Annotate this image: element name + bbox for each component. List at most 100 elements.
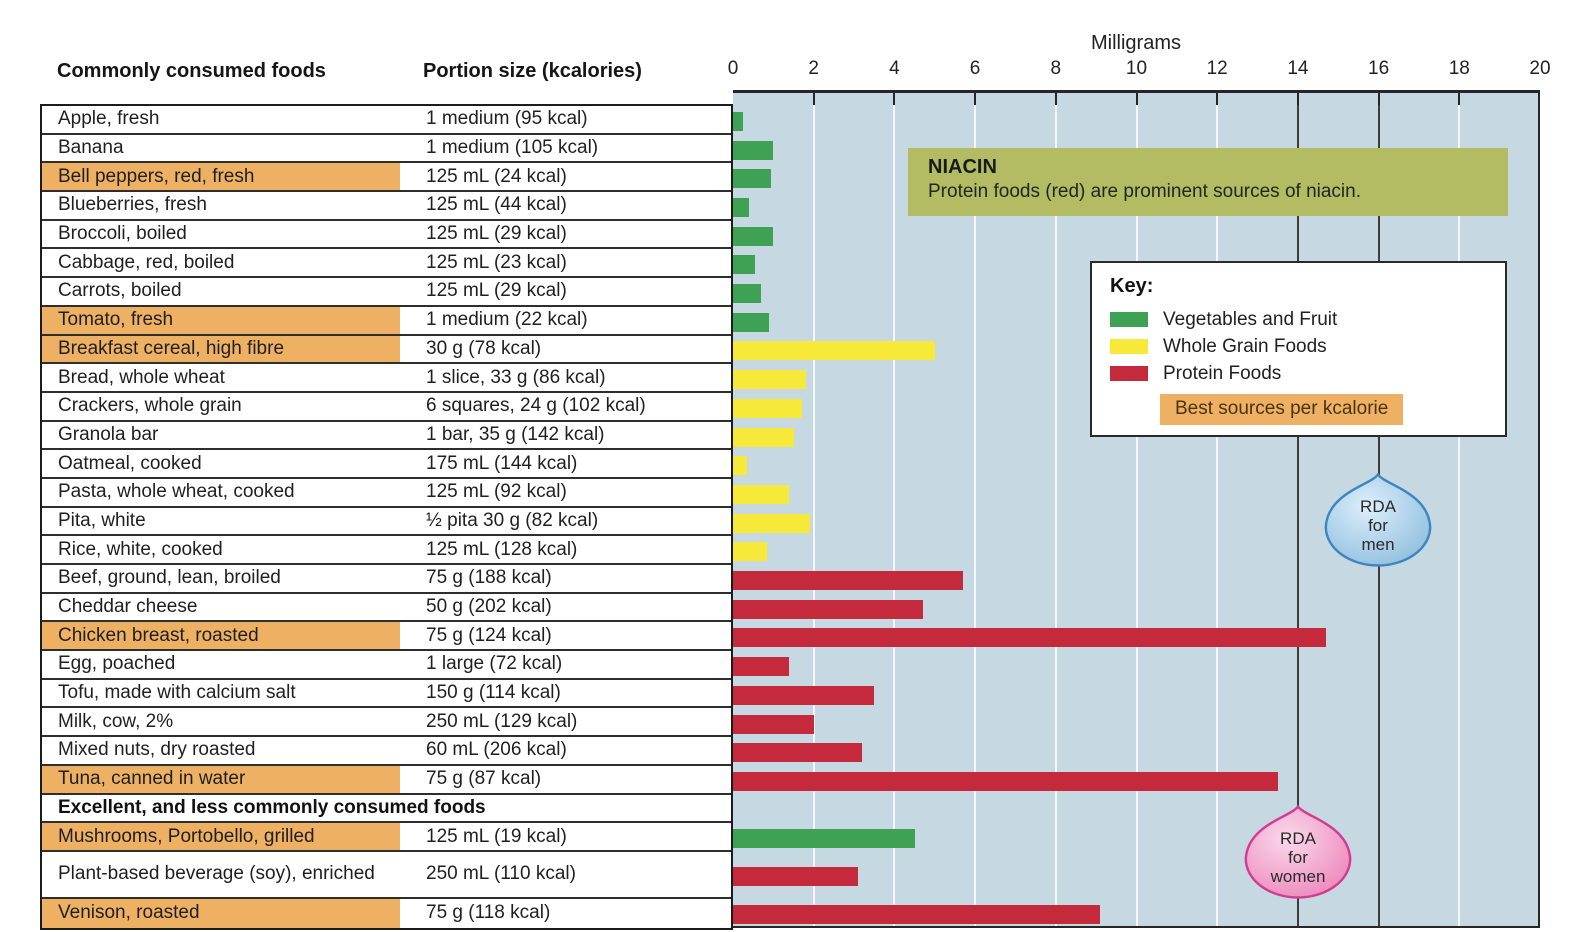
portion-size-cell: 1 medium (95 kcal)	[426, 108, 588, 130]
table-section-header-row: Excellent, and less commonly consumed fo…	[42, 794, 731, 824]
food-name-cell-highlighted: Breakfast cereal, high fibre	[42, 335, 400, 363]
axis-tick-label: 2	[808, 58, 819, 79]
portion-size-cell: 250 mL (110 kcal)	[426, 863, 576, 885]
chart-bar-grain	[733, 398, 802, 418]
callout-title: NIACIN	[928, 156, 997, 178]
portion-size-cell: 1 medium (22 kcal)	[426, 309, 588, 331]
chart-bar-protein	[733, 657, 790, 677]
droplet-shape-pink	[1244, 804, 1352, 899]
food-name-cell: Carrots, boiled	[58, 280, 182, 302]
table-row: Bell peppers, red, fresh 125 mL (24 kcal)	[42, 163, 731, 193]
axis-tick-mark	[1458, 93, 1461, 105]
niacin-callout-box: NIACIN Protein foods (red) are prominent…	[908, 148, 1508, 216]
portion-size-cell: 50 g (202 kcal)	[426, 596, 552, 618]
food-name-cell: Blueberries, fresh	[58, 194, 207, 216]
chart-bar-vegetables	[733, 111, 744, 131]
axis-tick-mark	[1216, 93, 1219, 105]
section-header-label: Excellent, and less commonly consumed fo…	[58, 796, 486, 818]
food-name-cell: Mixed nuts, dry roasted	[58, 739, 256, 761]
food-name-cell: Tofu, made with calcium salt	[58, 682, 296, 704]
callout-text: Protein foods (red) are prominent source…	[928, 181, 1361, 202]
portion-size-cell: 75 g (118 kcal)	[426, 902, 551, 924]
table-row: Pita, white ½ pita 30 g (82 kcal)	[42, 507, 731, 537]
food-name-cell: Milk, cow, 2%	[58, 710, 174, 732]
table-row: Plant-based beverage (soy), enriched 250 …	[42, 851, 731, 899]
axis-tick-label: 4	[889, 58, 900, 79]
axis-tick-mark	[812, 93, 815, 105]
table-row: Milk, cow, 2% 250 mL (129 kcal)	[42, 708, 731, 738]
chart-bar-protein	[733, 905, 1101, 925]
axis-tick-mark	[974, 93, 977, 105]
chart-bar-protein	[733, 628, 1327, 648]
bar-chart-area: NIACIN Protein foods (red) are prominent…	[733, 90, 1540, 928]
chart-bar-grain	[733, 341, 935, 361]
food-name-cell-highlighted: Chicken breast, roasted	[42, 622, 400, 650]
chart-bar-protein	[733, 599, 923, 619]
table-row: Chicken breast, roasted 75 g (124 kcal)	[42, 622, 731, 652]
table-row: Oatmeal, cooked 175 mL (144 kcal)	[42, 450, 731, 479]
chart-bar-protein	[733, 571, 963, 591]
table-row: Tofu, made with calcium salt 150 g (114 k…	[42, 679, 731, 709]
table-row: Carrots, boiled 125 mL (29 kcal)	[42, 278, 731, 307]
table-row: Apple, fresh 1 medium (95 kcal)	[42, 106, 731, 135]
gridline	[974, 93, 977, 926]
table-row: Bread, whole wheat 1 slice, 33 g (86 kcal…	[42, 364, 731, 393]
gridline	[1135, 93, 1138, 926]
table-row: Cabbage, red, boiled 125 mL (23 kcal)	[42, 249, 731, 279]
axis-tick-label: 0	[727, 58, 739, 79]
food-name-cell: Beef, ground, lean, broiled	[58, 567, 281, 589]
chart-bar-protein	[733, 867, 859, 887]
food-name-cell-highlighted: Tomato, fresh	[42, 306, 400, 334]
table-row: Mushrooms, Portobello, grilled 125 mL (19…	[42, 823, 731, 852]
portion-size-cell: 1 medium (105 kcal)	[426, 137, 599, 159]
table-row: Granola bar 1 bar, 35 g (142 kcal)	[42, 421, 731, 451]
portion-size-cell: 75 g (188 kcal)	[426, 567, 552, 589]
food-name-cell: Broccoli, boiled	[58, 223, 187, 245]
rda-for-men-marker: RDA for men	[1320, 471, 1436, 571]
axis-tick-label: 20	[1529, 58, 1551, 79]
chart-bar-vegetables	[733, 140, 774, 160]
table-row: Tuna, canned in water 75 g (87 kcal)	[42, 765, 731, 795]
gridline	[893, 93, 896, 926]
axis-tick-label: 6	[969, 58, 981, 79]
legend-label: Whole Grain Foods	[1163, 335, 1327, 357]
best-sources-badge: Best sources per kcalorie	[1160, 394, 1404, 425]
portion-size-cell: 175 mL (144 kcal)	[426, 452, 578, 474]
axis-tick-label: 18	[1448, 58, 1470, 79]
chart-bar-vegetables	[733, 284, 762, 304]
table-row: Broccoli, boiled 125 mL (29 kcal)	[42, 220, 731, 250]
gridline	[1458, 93, 1461, 926]
food-name-cell: Pasta, whole wheat, cooked	[58, 481, 295, 503]
portion-size-cell: 75 g (87 kcal)	[426, 768, 542, 790]
table-row: Crackers, whole grain 6 squares, 24 g (10…	[42, 392, 731, 422]
table-row: Cheddar cheese 50 g (202 kcal)	[42, 593, 731, 623]
chart-bar-grain	[733, 513, 810, 533]
food-table: Apple, fresh 1 medium (95 kcal) Banana 1 me…	[40, 104, 733, 930]
gridline	[1054, 93, 1057, 926]
portion-size-cell: 1 bar, 35 g (142 kcal)	[426, 423, 605, 445]
portion-size-cell: 125 mL (19 kcal)	[426, 825, 567, 847]
table-row: Beef, ground, lean, broiled 75 g (188 kca…	[42, 565, 731, 594]
portion-size-cell: 125 mL (128 kcal)	[426, 538, 578, 560]
portion-size-cell: ½ pita 30 g (82 kcal)	[426, 509, 599, 531]
portion-size-cell: 1 slice, 33 g (86 kcal)	[426, 366, 606, 388]
legend-item: Protein Foods	[1110, 360, 1505, 387]
legend-item: Whole Grain Foods	[1110, 333, 1505, 360]
rda-women-label: RDA for women	[1270, 829, 1326, 886]
portion-size-cell: 125 mL (29 kcal)	[426, 280, 567, 302]
table-row: Pasta, whole wheat, cooked 125 mL (92 kca…	[42, 478, 731, 508]
axis-tick-mark	[1377, 93, 1380, 105]
table-row: Banana 1 medium (105 kcal)	[42, 134, 731, 164]
food-name-cell: Bread, whole wheat	[58, 366, 225, 388]
legend-swatch	[1110, 366, 1148, 381]
chart-bar-vegetables	[733, 829, 915, 849]
legend-label: Protein Foods	[1163, 362, 1282, 384]
chart-bar-vegetables	[733, 255, 756, 275]
table-row: Venison, roasted 75 g (118 kcal)	[42, 898, 731, 928]
portion-size-cell: 250 mL (129 kcal)	[426, 710, 578, 732]
axis-tick-mark	[893, 93, 896, 105]
food-name-cell: Cabbage, red, boiled	[58, 251, 235, 273]
portion-size-cell: 125 mL (29 kcal)	[426, 223, 567, 245]
axis-tick-mark	[1135, 93, 1138, 105]
